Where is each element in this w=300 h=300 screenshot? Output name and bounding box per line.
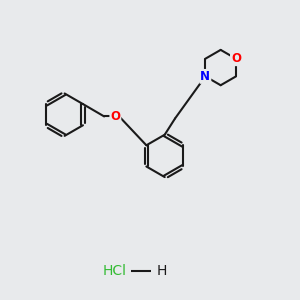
- Text: N: N: [200, 70, 210, 83]
- Text: HCl: HCl: [103, 264, 127, 278]
- Text: H: H: [157, 264, 167, 278]
- Text: O: O: [231, 52, 241, 65]
- Text: O: O: [110, 110, 120, 123]
